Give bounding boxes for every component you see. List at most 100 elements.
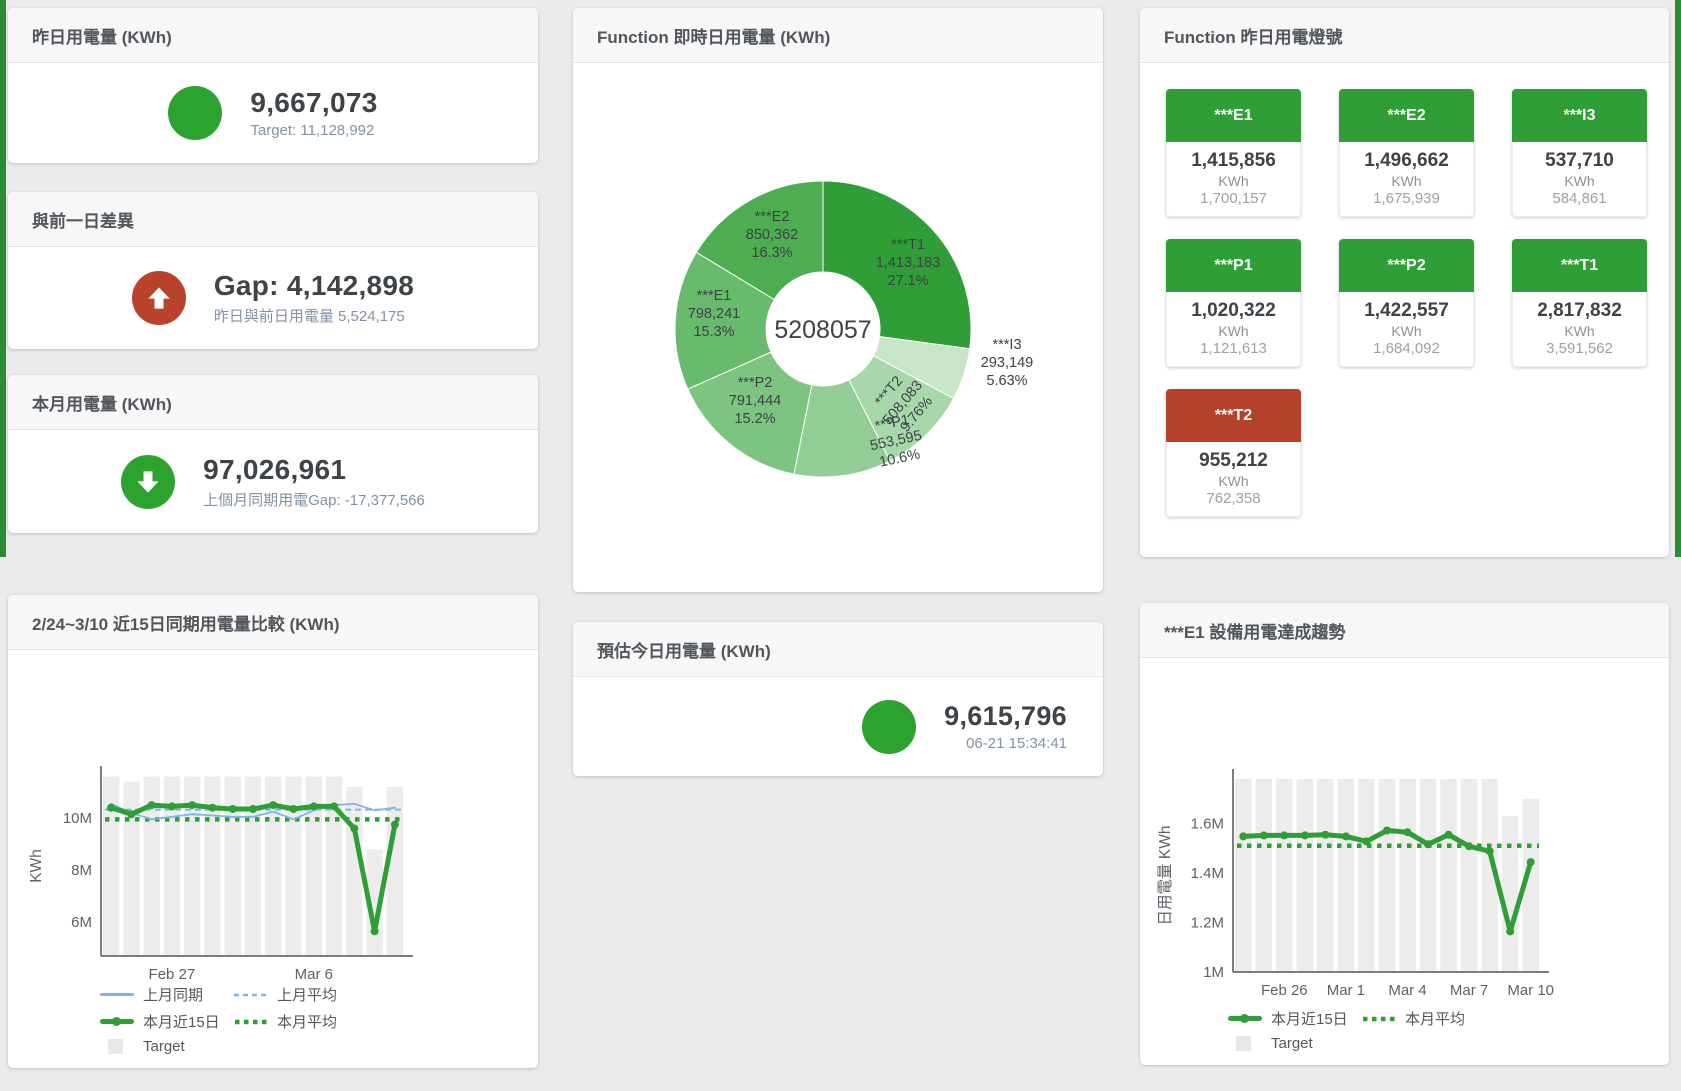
y-tick-label: 1.2M	[1191, 915, 1224, 932]
tile-target-value: 1,675,939	[1373, 190, 1440, 207]
series-marker	[188, 801, 197, 810]
arrow-down-circle-icon	[121, 454, 176, 509]
donut-slice-P2[interactable]	[687, 351, 813, 475]
card-title: 昨日用電量 (KWh)	[8, 8, 538, 63]
series-marker	[1259, 831, 1268, 840]
tile-target-value: 1,121,613	[1200, 340, 1267, 357]
target-bar	[1522, 798, 1539, 972]
donut-slice-label: ***I3 293,149 5.63%	[981, 337, 1033, 389]
tile-value: 1,422,557	[1364, 300, 1449, 321]
y-tick-label: 10M	[63, 810, 92, 827]
tile-body: 1,020,322 KWh 1,121,613	[1166, 292, 1301, 367]
legend-item-dotted[interactable]: 本月平均	[1362, 1008, 1496, 1029]
tile-target-value: 584,861	[1552, 190, 1607, 207]
legend-row: 本月近15日 本月平均	[1228, 1008, 1496, 1029]
series-marker	[1362, 837, 1371, 846]
tile-unit-label: KWh	[1218, 323, 1249, 339]
legend-dotted-line-icon	[235, 1019, 268, 1024]
series-marker	[127, 810, 136, 819]
y-tick-label: 1M	[1203, 964, 1224, 981]
donut-title: Function 即時日用電量 (KWh)	[597, 27, 831, 47]
legend-row: Target	[1228, 1035, 1496, 1052]
series-marker	[1465, 842, 1474, 851]
legend-label: 上月同期	[143, 987, 204, 1004]
legend-label: 本月近15日	[1271, 1011, 1348, 1028]
target-bar	[244, 776, 262, 956]
card-forecast: 預估今日用電量 (KWh) 9,615,796 06-21 15:34:41	[573, 622, 1103, 776]
kpi-value: 97,026,961	[203, 453, 347, 485]
compare-chart-title: 2/24~3/10 近15日同期用電量比較 (KWh)	[32, 614, 340, 634]
legend-item-thick[interactable]: 本月近15日	[100, 1011, 234, 1032]
light-tile-P1: ***P1 1,020,322 KWh 1,121,613	[1166, 239, 1301, 367]
kpi-text: 97,026,961 上個月同期用電Gap: -17,377,566	[203, 454, 425, 510]
legend-item-square[interactable]: Target	[1228, 1035, 1362, 1052]
donut-slice-label: ***E2 850,362 16.3%	[746, 209, 798, 261]
target-bar	[1317, 779, 1334, 972]
target-bar	[1255, 779, 1272, 972]
status-circle-icon	[862, 699, 917, 754]
series-marker	[1485, 847, 1494, 856]
donut-slice-E2[interactable]	[695, 180, 824, 301]
card-title: ***E1 設備用電達成趨勢	[1140, 603, 1669, 658]
tile-body: 537,710 KWh 584,861	[1512, 142, 1647, 217]
tile-body: 2,817,832 KWh 3,591,562	[1512, 292, 1647, 367]
legend-item-dashed[interactable]: 上月平均	[234, 984, 368, 1005]
card-yesterday-usage: 昨日用電量 (KWh) 9,667,073 Target: 11,128,992	[8, 8, 538, 163]
target-bar	[1481, 779, 1498, 972]
series-marker	[107, 803, 116, 812]
legend-label: 上月平均	[277, 987, 338, 1004]
kpi-day-gap: Gap: 4,142,898 昨日與前日用電量 5,524,175	[8, 247, 538, 349]
y-tick-label: 1.6M	[1191, 816, 1224, 833]
tile-unit-label: KWh	[1391, 323, 1422, 339]
kpi-text: 9,667,073 Target: 11,128,992	[250, 87, 377, 139]
kpi-value: 9,615,796	[944, 701, 1067, 731]
light-tile-P2: ***P2 1,422,557 KWh 1,684,092	[1339, 239, 1474, 367]
light-tile-I3: ***I3 537,710 KWh 584,861	[1512, 89, 1647, 217]
donut-slice-label: ***P2 791,444 15.2%	[729, 375, 781, 427]
donut-slice-E1[interactable]	[674, 251, 775, 390]
x-tick-label: Mar 1	[1327, 982, 1365, 999]
donut-slice-T1[interactable]	[822, 180, 972, 350]
card-title: 2/24~3/10 近15日同期用電量比較 (KWh)	[8, 595, 538, 650]
card-day-gap: 與前一日差異 Gap: 4,142,898 昨日與前日用電量 5,524,175	[8, 192, 538, 349]
series-marker	[1280, 831, 1289, 840]
arrow-down-icon	[137, 470, 159, 493]
series-marker	[1321, 830, 1330, 839]
series-line	[110, 802, 396, 821]
target-bar	[346, 786, 363, 956]
card-compare-chart: 2/24~3/10 近15日同期用電量比較 (KWh) 6M 8M 10M Feb 2…	[8, 595, 538, 1068]
kpi-value: 9,667,073	[250, 87, 378, 118]
tile-value: 2,817,832	[1537, 300, 1622, 321]
legend-label: Target	[1271, 1035, 1313, 1052]
target-bar	[1235, 779, 1252, 972]
legend-item-square[interactable]: Target	[100, 1038, 234, 1055]
chart-legend: 本月近15日 本月平均 Target	[1228, 1008, 1496, 1052]
donut-center-total: 5208057	[774, 316, 871, 344]
e1-trend-title: ***E1 設備用電達成趨勢	[1164, 622, 1346, 642]
card-title: 與前一日差異	[8, 192, 538, 247]
tile-target-value: 762,358	[1206, 490, 1261, 507]
series-marker	[208, 803, 217, 812]
series-marker	[269, 801, 278, 810]
tile-unit-label: KWh	[1218, 473, 1249, 489]
series-marker	[370, 927, 379, 936]
series-marker	[1383, 826, 1391, 835]
target-bar	[1460, 779, 1478, 972]
tile-unit-label: KWh	[1391, 173, 1422, 189]
legend-label: 本月平均	[277, 1014, 338, 1031]
legend-item-thick[interactable]: 本月近15日	[1228, 1008, 1362, 1029]
legend-row: 本月近15日 本月平均	[100, 1011, 368, 1032]
legend-item-dotted[interactable]: 本月平均	[234, 1011, 368, 1032]
legend-target-square-icon	[1236, 1036, 1251, 1051]
card-month-usage: 本月用電量 (KWh) 97,026,961 上個月同期用電Gap: -17,3…	[8, 375, 538, 533]
series-marker	[1506, 927, 1515, 936]
x-tick-label: Feb 27	[149, 966, 196, 982]
clipped-panel-right	[1675, 0, 1681, 557]
series-marker	[1444, 830, 1453, 839]
tile-value: 955,212	[1199, 450, 1268, 471]
target-bar	[1337, 779, 1355, 972]
card-title: Function 昨日用電燈號	[1140, 8, 1669, 63]
realtime-donut-chart: ***T1 1,413,183 27.1% ***I3 293,149 5.63% ***T…	[573, 63, 1103, 596]
legend-item-thin[interactable]: 上月同期	[100, 984, 234, 1005]
legend-thick-line-icon	[1228, 1014, 1262, 1023]
